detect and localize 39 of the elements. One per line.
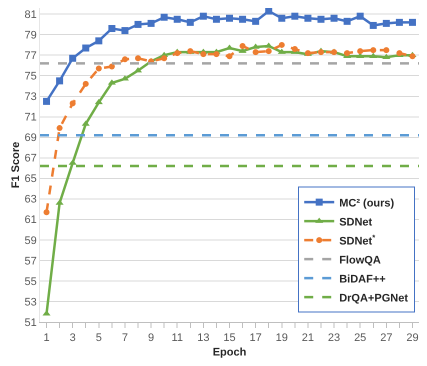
y-tick-label: 63 bbox=[24, 194, 37, 206]
x-tick-label: 23 bbox=[328, 332, 340, 344]
legend-label: BiDAF++ bbox=[339, 273, 386, 286]
x-tick-label: 17 bbox=[250, 332, 262, 344]
y-tick-label: 61 bbox=[24, 214, 37, 226]
y-tick-label: 57 bbox=[24, 255, 37, 268]
legend-label: FlowQA bbox=[339, 254, 381, 266]
legend-label: MC² (ours) bbox=[339, 197, 395, 210]
x-tick-label: 21 bbox=[302, 332, 314, 344]
y-tick-label: 67 bbox=[24, 152, 37, 165]
x-tick-label: 11 bbox=[172, 332, 183, 344]
x-axis-title: Epoch bbox=[212, 346, 247, 358]
y-tick-label: 51 bbox=[24, 316, 37, 329]
x-tick-label: 3 bbox=[70, 332, 76, 344]
x-tick-label: 1 bbox=[43, 332, 50, 344]
x-tick-label: 5 bbox=[96, 332, 102, 344]
legend-label: SDNet$^{*}$ bbox=[339, 232, 376, 248]
y-tick-label: 81 bbox=[24, 9, 37, 22]
y-tick-label: 77 bbox=[24, 50, 37, 62]
y-tick-label: 69 bbox=[24, 132, 37, 144]
x-tick-label: 15 bbox=[223, 332, 236, 344]
x-tick-label: 7 bbox=[122, 332, 128, 344]
x-tick-label: 29 bbox=[406, 332, 419, 344]
y-tick-label: 65 bbox=[24, 173, 37, 186]
y-tick-label: 73 bbox=[24, 91, 37, 104]
legend-label: DrQA+PGNet bbox=[339, 292, 408, 304]
x-tick-label: 13 bbox=[197, 332, 210, 344]
y-tick-label: 79 bbox=[24, 30, 37, 42]
legend-label: SDNet bbox=[339, 216, 373, 228]
y-tick-label: 53 bbox=[24, 296, 37, 308]
y-tick-label: 59 bbox=[24, 234, 37, 247]
x-tick-label: 25 bbox=[354, 332, 366, 344]
y-tick-label: 71 bbox=[24, 112, 37, 124]
x-tick-label: 9 bbox=[148, 332, 154, 344]
y-axis-title: F1 Score bbox=[10, 142, 22, 188]
x-tick-label: 27 bbox=[380, 332, 392, 344]
y-tick-label: 75 bbox=[24, 70, 37, 83]
y-tick-label: 55 bbox=[24, 276, 37, 288]
x-tick-label: 19 bbox=[276, 332, 288, 344]
